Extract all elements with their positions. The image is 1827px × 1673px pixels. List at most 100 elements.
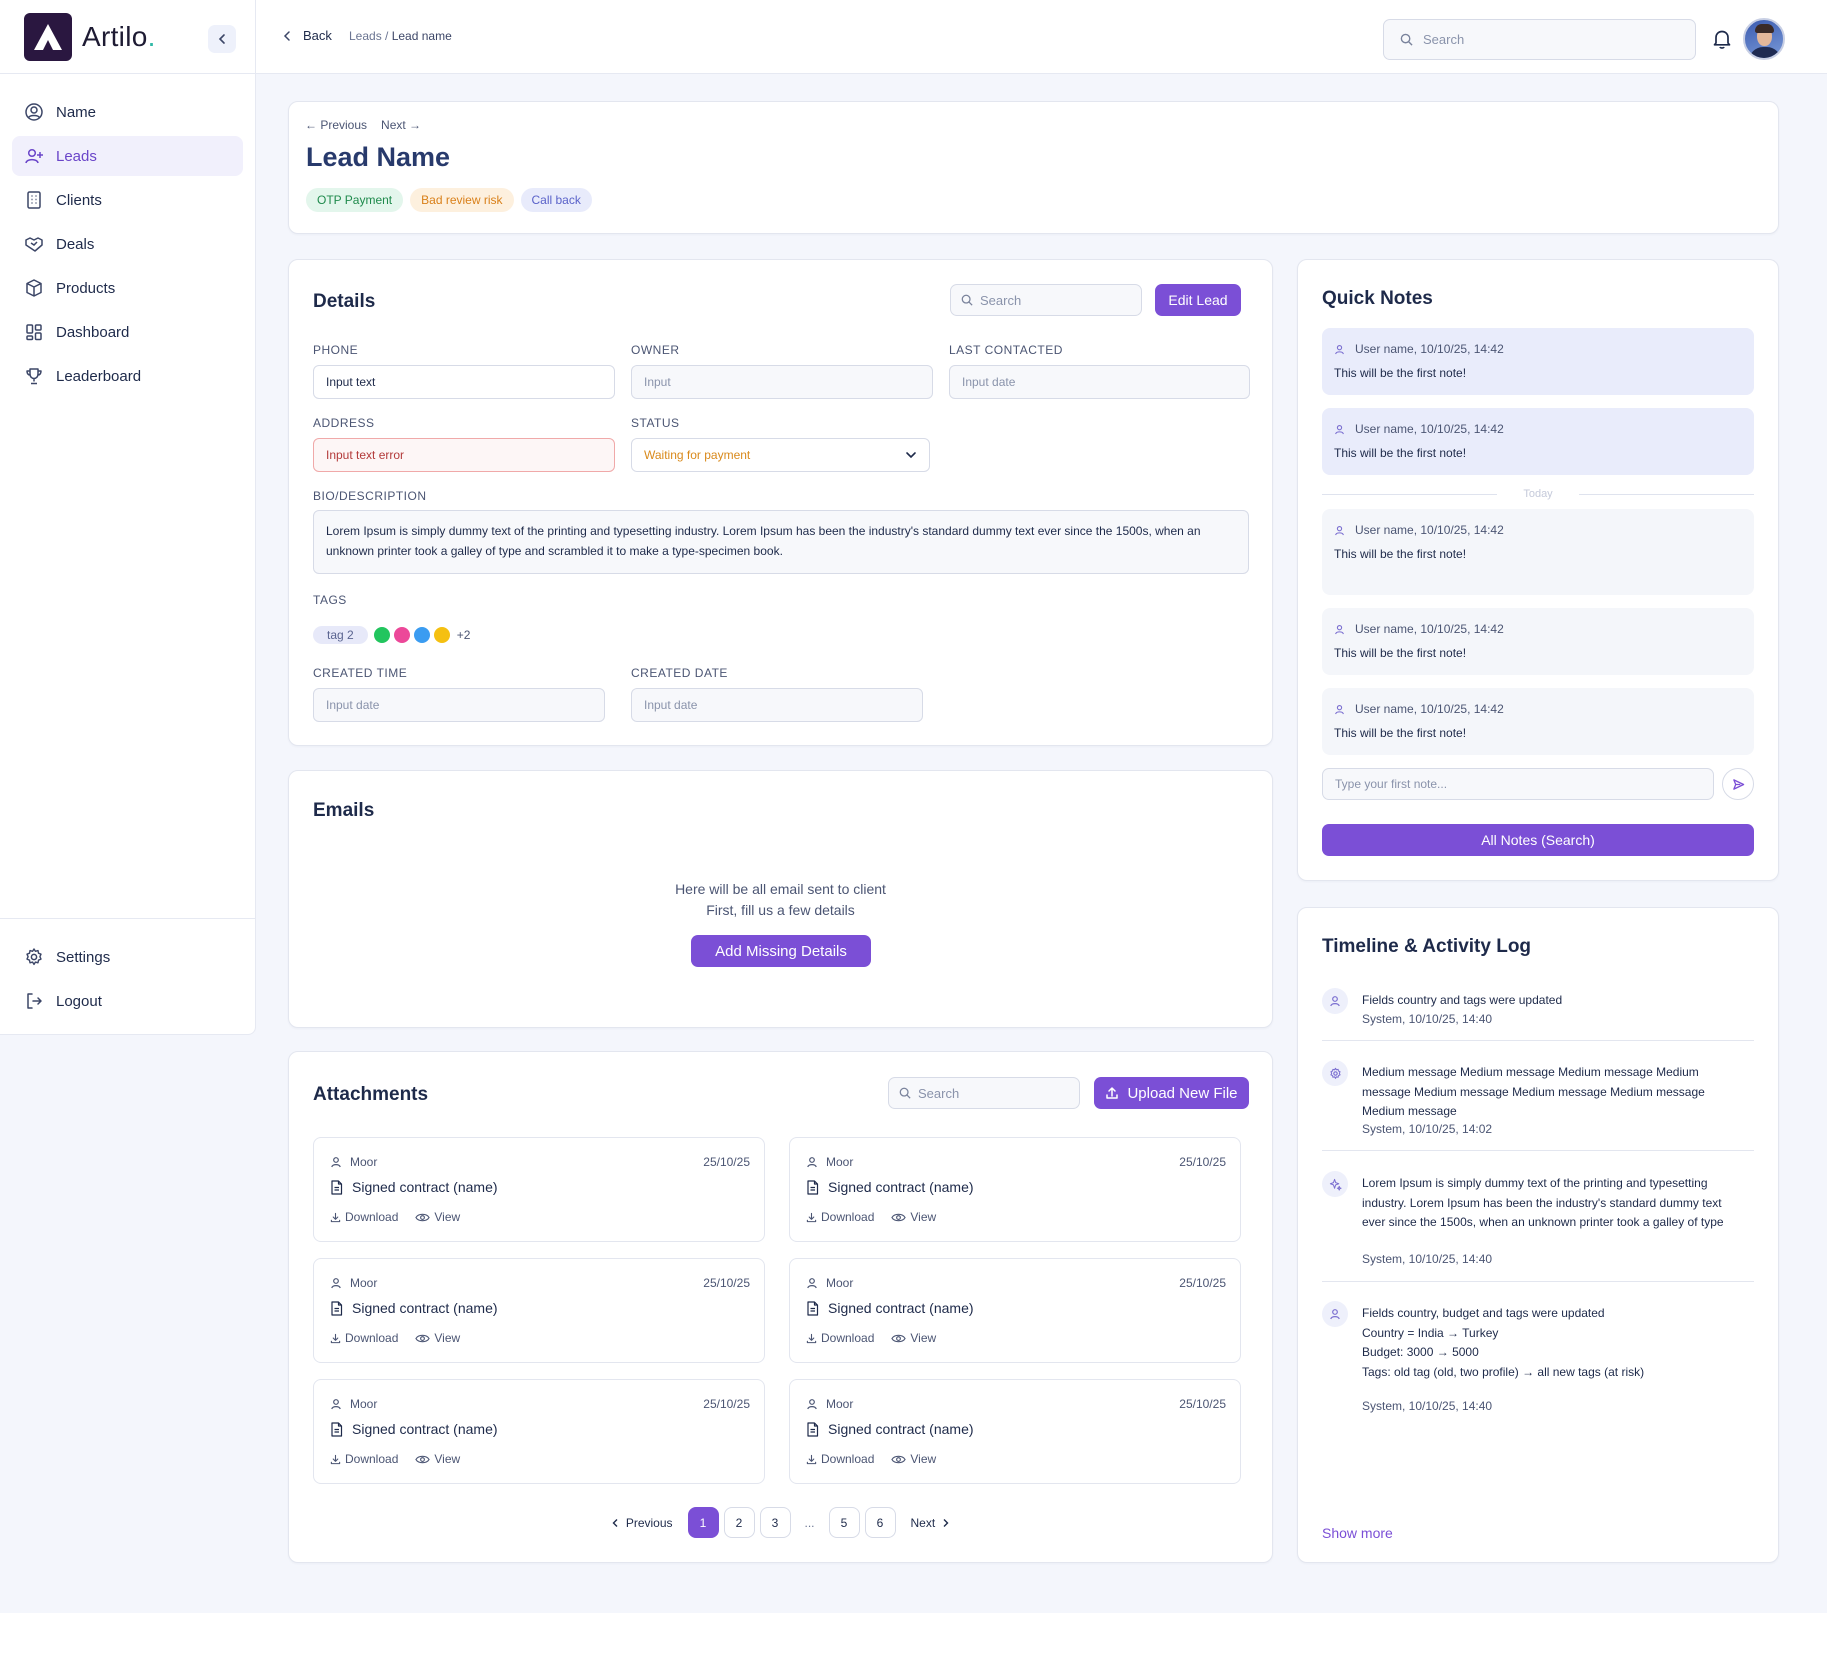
- timeline-body: Fields country and tags were updated: [1362, 991, 1754, 1011]
- back-button[interactable]: Back: [280, 28, 332, 43]
- sidebar-item-leads[interactable]: Leads: [12, 136, 243, 176]
- sidebar-item-leaderboard[interactable]: Leaderboard: [12, 356, 243, 396]
- download-button[interactable]: Download: [330, 1452, 398, 1466]
- all-notes-button[interactable]: All Notes (Search): [1322, 824, 1754, 856]
- timeline-text: industry. Lorem Ipsum has been the indus…: [1362, 1195, 1722, 1210]
- sidebar-item-products[interactable]: Products: [12, 268, 243, 308]
- download-button[interactable]: Download: [330, 1210, 398, 1224]
- send-note-button[interactable]: [1722, 768, 1754, 800]
- page-5-button[interactable]: 5: [828, 1507, 860, 1538]
- sidebar-item-logout[interactable]: Logout: [12, 981, 243, 1021]
- collapse-sidebar-button[interactable]: [208, 25, 236, 53]
- sidebar-item-label: Deals: [56, 235, 95, 253]
- timeline-text: Country = India → Turkey: [1362, 1325, 1499, 1340]
- timeline-meta: System, 10/10/25, 14:40: [1362, 1252, 1493, 1266]
- chevron-down-icon: [906, 452, 916, 459]
- created-date-field[interactable]: Input date: [631, 688, 923, 722]
- view-label: View: [434, 1452, 461, 1466]
- page-1-button[interactable]: 1: [687, 1507, 719, 1538]
- view-label: View: [434, 1331, 461, 1345]
- sidebar-item-settings[interactable]: Settings: [12, 937, 243, 977]
- view-button[interactable]: View: [415, 1331, 460, 1345]
- attachment-owner-name: Moor: [350, 1276, 378, 1290]
- breadcrumb-parent[interactable]: Leads /: [349, 29, 392, 43]
- sidebar-item-clients[interactable]: Clients: [12, 180, 243, 220]
- avatar[interactable]: [1743, 18, 1785, 60]
- owner-field[interactable]: Input: [631, 365, 933, 399]
- attachment-owner: Moor: [806, 1276, 853, 1290]
- tags-list: tag 2 +2: [313, 626, 470, 644]
- global-search-input[interactable]: Search: [1383, 19, 1696, 60]
- show-more-link[interactable]: Show more: [1322, 1525, 1393, 1541]
- note-input[interactable]: Type your first note...: [1322, 768, 1714, 800]
- note-meta: User name, 10/10/25, 14:42: [1334, 523, 1504, 537]
- view-button[interactable]: View: [415, 1452, 460, 1466]
- download-button[interactable]: Download: [806, 1331, 874, 1345]
- attachment-date: 25/10/25: [703, 1155, 750, 1169]
- tag-color-dot[interactable]: [433, 627, 450, 643]
- view-button[interactable]: View: [415, 1210, 460, 1224]
- attachment-file: Signed contract (name): [330, 1421, 498, 1437]
- user-circle-icon: [25, 103, 43, 121]
- note-item[interactable]: User name, 10/10/25, 14:42 This will be t…: [1322, 608, 1754, 675]
- edit-lead-button[interactable]: Edit Lead: [1155, 284, 1241, 316]
- tag-color-dot[interactable]: [373, 627, 390, 643]
- box-icon: [26, 279, 42, 297]
- view-button[interactable]: View: [891, 1331, 936, 1345]
- attachment-actions: Download View: [806, 1452, 936, 1466]
- upload-new-file-button[interactable]: Upload New File: [1094, 1077, 1249, 1109]
- note-item[interactable]: User name, 10/10/25, 14:42 This will be t…: [1322, 328, 1754, 395]
- page-3-button[interactable]: 3: [759, 1507, 791, 1538]
- emails-empty-line-2: First, fill us a few details: [706, 902, 855, 918]
- page-2-button[interactable]: 2: [723, 1507, 755, 1538]
- attachment-owner: Moor: [806, 1397, 853, 1411]
- status-select[interactable]: Waiting for payment: [631, 438, 930, 472]
- note-item[interactable]: User name, 10/10/25, 14:42 This will be t…: [1322, 688, 1754, 755]
- created-time-field[interactable]: Input date: [313, 688, 605, 722]
- add-missing-details-button[interactable]: Add Missing Details: [691, 935, 871, 967]
- tag-color-dot[interactable]: [413, 627, 430, 643]
- sidebar-item-deals[interactable]: Deals: [12, 224, 243, 264]
- next-lead-link[interactable]: Next →: [381, 118, 422, 132]
- download-label: Download: [821, 1452, 875, 1466]
- pagination-next[interactable]: Next: [901, 1516, 962, 1530]
- tags-more-count[interactable]: +2: [456, 628, 471, 642]
- sidebar-item-dashboard[interactable]: Dashboard: [12, 312, 243, 352]
- sidebar-item-label: Dashboard: [56, 323, 130, 341]
- pagination-previous[interactable]: Previous: [600, 1516, 683, 1530]
- download-button[interactable]: Download: [806, 1210, 874, 1224]
- phone-field[interactable]: Input text: [313, 365, 615, 399]
- logo-icon: [24, 12, 72, 61]
- attachments-search-input[interactable]: Search: [888, 1077, 1080, 1109]
- sidebar-bottom: Settings Logout: [0, 918, 255, 1025]
- user-icon: [331, 1278, 341, 1289]
- gear-icon: [1329, 1067, 1341, 1079]
- note-item[interactable]: User name, 10/10/25, 14:42 This will be t…: [1322, 408, 1754, 475]
- page-6-button[interactable]: 6: [864, 1507, 896, 1538]
- last-contacted-label: LAST CONTACTED: [949, 343, 1063, 357]
- notifications-button[interactable]: [1712, 28, 1732, 55]
- address-field[interactable]: Input text error: [313, 438, 615, 472]
- attachment-card: Moor 25/10/25 Signed contract (name) Downlo…: [313, 1137, 765, 1242]
- tag-color-dot[interactable]: [393, 627, 410, 643]
- last-contacted-field[interactable]: Input date: [949, 365, 1250, 399]
- view-button[interactable]: View: [891, 1452, 936, 1466]
- user-icon: [1335, 525, 1344, 535]
- emails-title: Emails: [313, 800, 375, 821]
- details-card: Details Search Edit Lead PHONE Input tex…: [288, 259, 1273, 746]
- search-icon: [899, 1087, 911, 1099]
- attachment-date: 25/10/25: [1179, 1155, 1226, 1169]
- download-button[interactable]: Download: [330, 1331, 398, 1345]
- previous-lead-link[interactable]: ← Previous: [305, 118, 368, 132]
- sidebar-item-name[interactable]: Name: [12, 92, 243, 132]
- lead-pagination: ← Previous Next →: [305, 118, 421, 132]
- details-search-input[interactable]: Search: [950, 284, 1142, 316]
- building-icon: [27, 191, 41, 209]
- timeline-text: Medium message: [1362, 1104, 1457, 1118]
- view-button[interactable]: View: [891, 1210, 936, 1224]
- lead-header-card: ← Previous Next → Lead Name OTP Payment …: [288, 101, 1779, 234]
- tag-chip[interactable]: tag 2: [313, 626, 368, 644]
- note-item[interactable]: User name, 10/10/25, 14:42 This will be t…: [1322, 509, 1754, 595]
- download-button[interactable]: Download: [806, 1452, 874, 1466]
- bio-textarea[interactable]: Lorem Ipsum is simply dummy text of the …: [313, 510, 1249, 574]
